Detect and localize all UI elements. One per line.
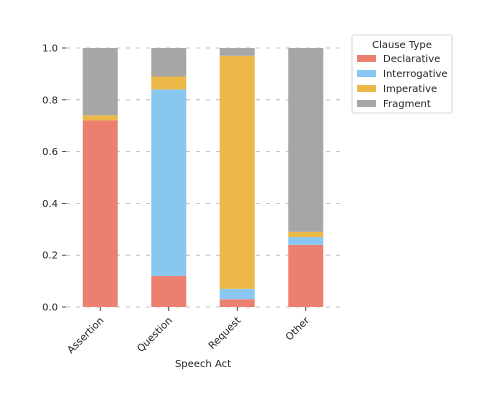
bar-segment-declarative bbox=[219, 299, 255, 307]
y-tick-label: 0.2 bbox=[42, 251, 58, 262]
legend-swatch-imperative bbox=[357, 85, 376, 92]
bar-segment-fragment bbox=[219, 48, 255, 56]
legend: Clause Type Declarative Interrogative Impe… bbox=[351, 34, 453, 114]
x-tick-label: Other bbox=[284, 315, 312, 343]
x-tick-label: Assertion bbox=[66, 315, 107, 356]
legend-frame bbox=[351, 34, 453, 114]
x-axis-title: Speech Act bbox=[175, 359, 231, 370]
y-tick-label: 0.6 bbox=[42, 147, 58, 158]
legend-title: Clause Type bbox=[372, 40, 432, 51]
bar-segment-fragment bbox=[151, 48, 187, 77]
bar-segment-interrogative bbox=[288, 237, 324, 245]
bar-segment-declarative bbox=[288, 244, 324, 307]
x-axis: Assertion Question Request Other bbox=[66, 307, 312, 356]
bar-segment-fragment bbox=[82, 48, 118, 116]
y-tick-label: 1.0 bbox=[42, 44, 58, 55]
bars bbox=[82, 48, 324, 308]
bar-segment-interrogative bbox=[151, 89, 187, 276]
y-tick-label: 0.4 bbox=[42, 199, 58, 210]
legend-label-fragment: Fragment bbox=[383, 99, 431, 110]
bar-segment-imperative bbox=[219, 55, 255, 289]
x-tick-label: Request bbox=[207, 315, 244, 352]
bar-segment-declarative bbox=[82, 120, 118, 308]
legend-swatch-fragment bbox=[357, 100, 376, 107]
bar-segment-imperative bbox=[151, 76, 187, 90]
y-axis: 0.0 0.2 0.4 0.6 0.8 1.0 bbox=[42, 44, 66, 314]
bar-segment-interrogative bbox=[219, 288, 255, 300]
legend-swatch-declarative bbox=[357, 55, 376, 62]
legend-label-interrogative: Interrogative bbox=[383, 69, 448, 80]
bar-segment-declarative bbox=[151, 275, 187, 307]
y-tick-label: 0.8 bbox=[42, 95, 58, 106]
bar-segment-imperative bbox=[288, 231, 324, 238]
legend-label-imperative: Imperative bbox=[383, 84, 437, 95]
legend-label-declarative: Declarative bbox=[383, 54, 440, 65]
bar-segment-fragment bbox=[288, 48, 324, 232]
bar-segment-imperative bbox=[82, 115, 118, 121]
x-tick-label: Question bbox=[135, 315, 174, 354]
y-tick-label: 0.0 bbox=[42, 303, 58, 314]
legend-swatch-interrogative bbox=[357, 70, 376, 77]
